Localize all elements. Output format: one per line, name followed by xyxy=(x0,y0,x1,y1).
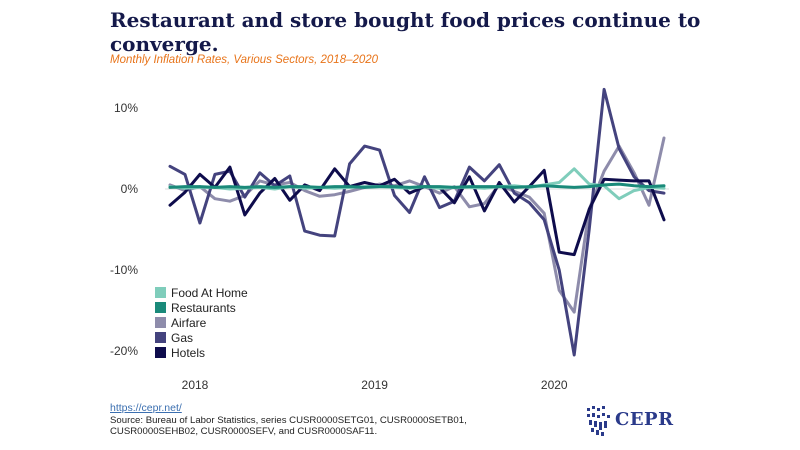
legend-label-gas: Gas xyxy=(171,331,193,345)
legend-swatch-gas xyxy=(155,332,166,343)
series-line-hotels xyxy=(168,165,666,257)
legend-swatch-airfare xyxy=(155,317,166,328)
series-line-gas xyxy=(168,87,666,357)
x-tick-label: 2020 xyxy=(541,378,568,392)
legend-swatch-restaurants xyxy=(155,302,166,313)
legend-label-hotels: Hotels xyxy=(171,346,205,360)
source-note: https://cepr.net/ Source: Bureau of Labo… xyxy=(110,402,550,438)
x-tick-label: 2019 xyxy=(361,378,388,392)
x-axis: 2018 2019 2020 xyxy=(182,378,568,392)
x-tick-label: 2018 xyxy=(182,378,209,392)
cepr-logo-text: CEPR xyxy=(615,409,674,430)
chart-subtitle: Monthly Inflation Rates, Various Sectors… xyxy=(110,54,379,66)
chart-title: Restaurant and store bought food prices … xyxy=(110,8,701,56)
legend-swatch-food-at-home xyxy=(155,287,166,298)
y-tick-label: 0% xyxy=(121,182,139,196)
y-tick-label: -10% xyxy=(110,263,138,277)
series-line-restaurants xyxy=(168,182,666,189)
legend-label-restaurants: Restaurants xyxy=(171,301,236,315)
cepr-logo-icon xyxy=(587,406,610,436)
series-lines xyxy=(168,87,666,357)
cepr-logo: CEPR xyxy=(585,404,675,438)
legend-swatch-hotels xyxy=(155,347,166,358)
source-text: Source: Bureau of Labor Statistics, seri… xyxy=(110,414,467,438)
legend-label-food-at-home: Food At Home xyxy=(171,286,248,300)
legend-label-airfare: Airfare xyxy=(171,316,207,330)
y-axis: 10% 0% -10% -20% xyxy=(110,101,138,358)
y-tick-label: 10% xyxy=(114,101,138,115)
y-tick-label: -20% xyxy=(110,344,138,358)
source-link[interactable]: https://cepr.net/ xyxy=(110,402,182,414)
line-chart: 10% 0% -10% -20% 2018 2019 2020 Food At HomeR… xyxy=(110,87,669,392)
